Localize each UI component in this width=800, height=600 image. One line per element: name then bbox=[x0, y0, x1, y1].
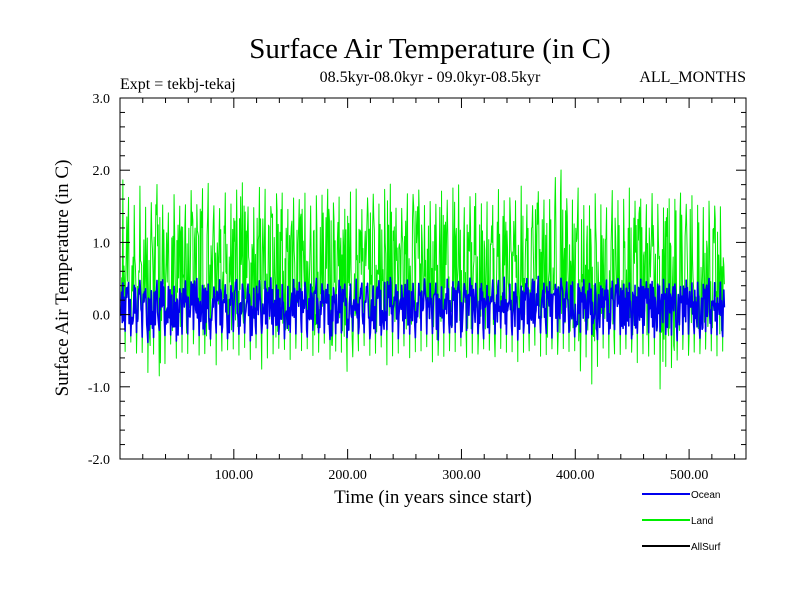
y-tick-label: -1.0 bbox=[88, 381, 110, 396]
plot-frame bbox=[119, 97, 747, 460]
axes-layer: 100.00 200.00 300.00 400.00 500.00 -2.0 -1.0 0.… bbox=[88, 92, 746, 483]
legend-item-allsurf: AllSurf bbox=[642, 542, 721, 553]
y-tick-label: 0.0 bbox=[93, 309, 111, 324]
legend: Ocean Land AllSurf bbox=[642, 490, 721, 553]
legend-item-land: Land bbox=[642, 516, 713, 527]
y-tick-label: 2.0 bbox=[93, 164, 111, 179]
x-tick-label: 100.00 bbox=[215, 468, 254, 483]
experiment-label: Expt = tekbj-tekaj bbox=[120, 76, 236, 93]
legend-item-ocean: Ocean bbox=[642, 490, 720, 501]
x-axis-label: Time (in years since start) bbox=[334, 487, 532, 508]
legend-label: Land bbox=[691, 516, 713, 527]
y-axis-label: Surface Air Temperature (in C) bbox=[52, 160, 73, 397]
months-label: ALL_MONTHS bbox=[639, 69, 746, 86]
y-tick-label: -2.0 bbox=[88, 453, 110, 468]
period-label: 08.5kyr-08.0kyr - 09.0kyr-08.5kyr bbox=[320, 69, 541, 86]
y-tick-label: 1.0 bbox=[93, 236, 111, 251]
y-tick-label: 3.0 bbox=[93, 92, 111, 107]
legend-label: AllSurf bbox=[691, 542, 721, 553]
series-line-ocean bbox=[120, 275, 726, 344]
x-tick-label: 500.00 bbox=[670, 468, 709, 483]
chart-title: Surface Air Temperature (in C) bbox=[249, 33, 610, 65]
series-line-land bbox=[120, 169, 725, 390]
x-tick-label: 400.00 bbox=[556, 468, 595, 483]
x-tick-label: 200.00 bbox=[328, 468, 367, 483]
series-layer bbox=[120, 169, 726, 390]
x-tick-label: 300.00 bbox=[442, 468, 481, 483]
legend-label: Ocean bbox=[691, 490, 720, 501]
